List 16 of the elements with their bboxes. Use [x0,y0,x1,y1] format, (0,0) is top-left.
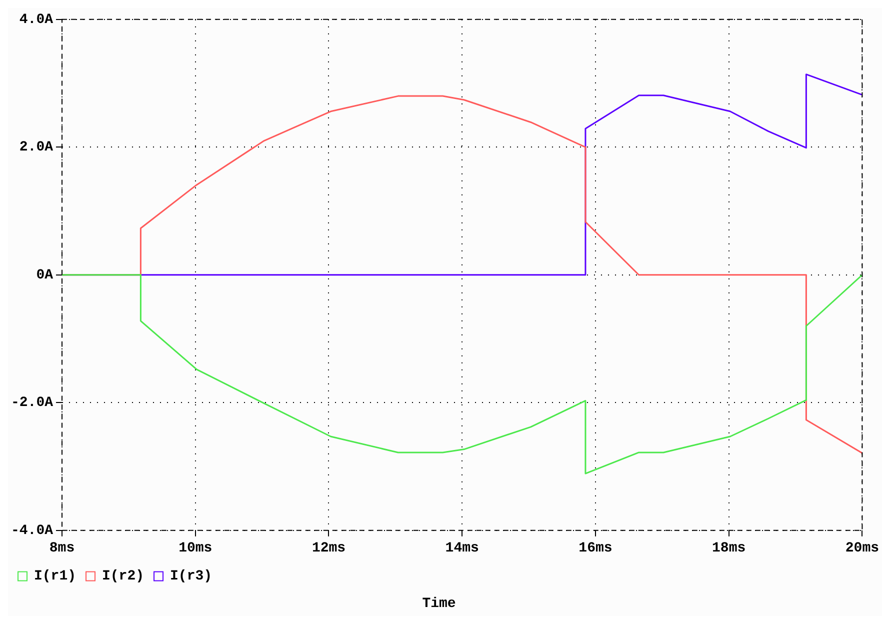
x-tick-label: 8ms [49,540,75,556]
x-tick-label: 10ms [178,540,212,556]
y-tick-label: -4.0A [10,522,54,539]
y-tick-label: 4.0A [19,12,54,28]
x-tick-label: 16ms [578,540,612,556]
legend-label: I(r3) [170,568,212,585]
x-axis-title: Time [422,596,456,612]
y-tick-label: 2.0A [19,140,54,156]
x-tick-label: 20ms [845,540,879,556]
y-tick-label: -2.0A [10,395,54,412]
y-tick-label: 0A [36,267,54,284]
x-tick-label: 18ms [712,540,746,556]
x-tick-label: 12ms [312,540,346,556]
legend-label: I(r1) [34,568,76,585]
legend-label: I(r2) [102,568,144,585]
x-tick-label: 14ms [445,540,479,556]
